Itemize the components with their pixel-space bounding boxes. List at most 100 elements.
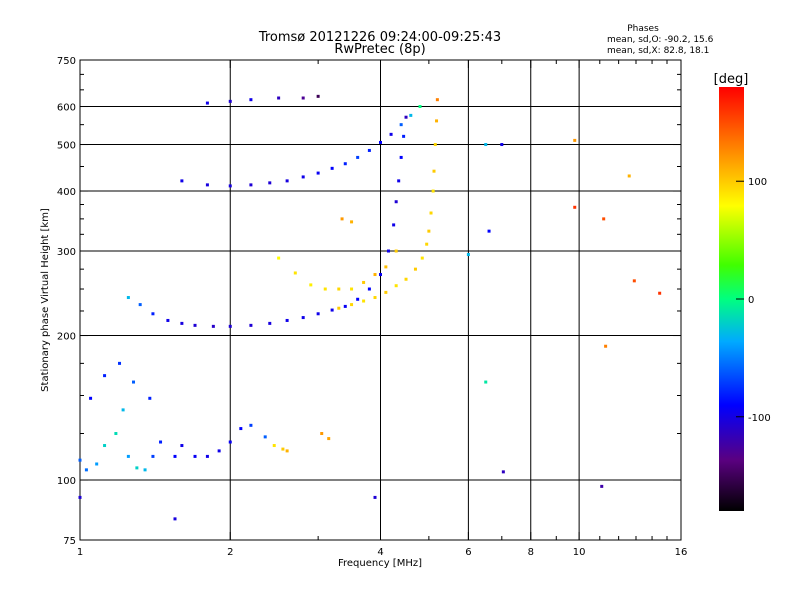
data-point — [602, 217, 606, 221]
x-tick-label: 6 — [465, 547, 471, 558]
x-tick-label: 4 — [377, 547, 383, 558]
data-point — [228, 440, 232, 444]
data-point — [327, 437, 331, 441]
data-point — [367, 287, 371, 291]
grid-lines — [80, 60, 681, 540]
data-point — [205, 183, 209, 187]
data-point — [151, 312, 155, 316]
data-point — [392, 223, 396, 227]
x-tick-label: 2 — [227, 547, 233, 558]
y-tick-label: 75 — [63, 536, 76, 547]
data-point — [132, 380, 136, 384]
data-point — [277, 96, 281, 100]
x-tick-label: 1 — [77, 547, 83, 558]
data-point — [180, 444, 184, 448]
data-point — [330, 166, 334, 170]
data-point — [418, 105, 422, 109]
data-point — [285, 179, 289, 183]
data-point — [431, 189, 435, 193]
data-point — [484, 380, 488, 384]
data-point — [427, 229, 431, 233]
data-point — [404, 115, 408, 119]
data-point — [573, 138, 577, 142]
data-point — [173, 454, 177, 458]
colorbar-tick-label: -100 — [748, 413, 771, 424]
data-point — [500, 143, 504, 147]
data-point — [228, 99, 232, 103]
data-point — [399, 123, 403, 127]
data-point — [604, 344, 608, 348]
data-point — [277, 256, 281, 260]
x-tick-label: 10 — [573, 547, 586, 558]
data-point — [627, 174, 631, 178]
data-point — [425, 242, 429, 246]
data-point — [487, 229, 491, 233]
y-tick-label: 200 — [57, 332, 76, 343]
data-point — [466, 253, 470, 257]
data-point — [399, 155, 403, 159]
data-point — [166, 318, 170, 322]
data-point — [429, 211, 433, 215]
data-point — [320, 432, 324, 436]
data-point — [600, 484, 604, 488]
data-point — [433, 143, 437, 147]
data-point — [350, 303, 354, 307]
data-point — [373, 296, 377, 300]
data-point — [249, 323, 253, 327]
data-point — [573, 205, 577, 209]
data-point — [285, 449, 289, 453]
data-point — [301, 175, 305, 179]
data-point — [95, 462, 99, 466]
data-point — [394, 200, 398, 204]
data-point — [114, 432, 118, 436]
data-point — [484, 143, 488, 147]
data-point — [413, 267, 417, 271]
data-point — [78, 495, 82, 499]
data-point — [397, 179, 401, 183]
data-point — [386, 249, 390, 253]
data-point — [301, 316, 305, 320]
data-point — [205, 101, 209, 105]
data-point — [420, 256, 424, 260]
data-point — [193, 323, 197, 327]
chart-subtitle: RwPretec (8p) — [334, 42, 425, 57]
data-point — [211, 324, 215, 328]
data-point — [285, 318, 289, 322]
data-point — [409, 113, 413, 117]
data-point — [362, 299, 366, 303]
colorbar-label: [deg] — [714, 72, 749, 87]
data-point — [301, 96, 305, 100]
data-point — [402, 134, 406, 138]
data-point — [293, 271, 297, 275]
data-point — [143, 468, 147, 472]
colorbar-tick-label: 0 — [748, 295, 754, 306]
data-point — [103, 444, 107, 448]
y-tick-label: 600 — [57, 103, 76, 114]
data-point — [126, 296, 130, 300]
data-point — [435, 98, 439, 102]
data-point — [263, 435, 267, 439]
x-axis-label: Frequency [MHz] — [338, 558, 422, 569]
y-axis-label: Stationary phase Virtual Height [km] — [40, 208, 51, 392]
y-tick-label: 750 — [57, 56, 76, 67]
data-point — [268, 181, 272, 185]
data-point — [272, 444, 276, 448]
colorbar-tick-label: 100 — [748, 177, 767, 188]
data-point — [373, 495, 377, 499]
data-point — [180, 179, 184, 183]
data-point — [435, 119, 439, 123]
x-tick-label: 8 — [528, 547, 534, 558]
data-point — [205, 454, 209, 458]
data-point — [138, 303, 142, 307]
y-tick-label: 400 — [57, 187, 76, 198]
data-point — [309, 283, 313, 287]
data-point — [343, 162, 347, 166]
data-point — [337, 287, 341, 291]
data-point — [217, 449, 221, 453]
data-point — [394, 249, 398, 253]
data-point — [343, 304, 347, 308]
data-point — [340, 217, 344, 221]
data-point — [118, 361, 122, 365]
data-point — [356, 297, 360, 301]
